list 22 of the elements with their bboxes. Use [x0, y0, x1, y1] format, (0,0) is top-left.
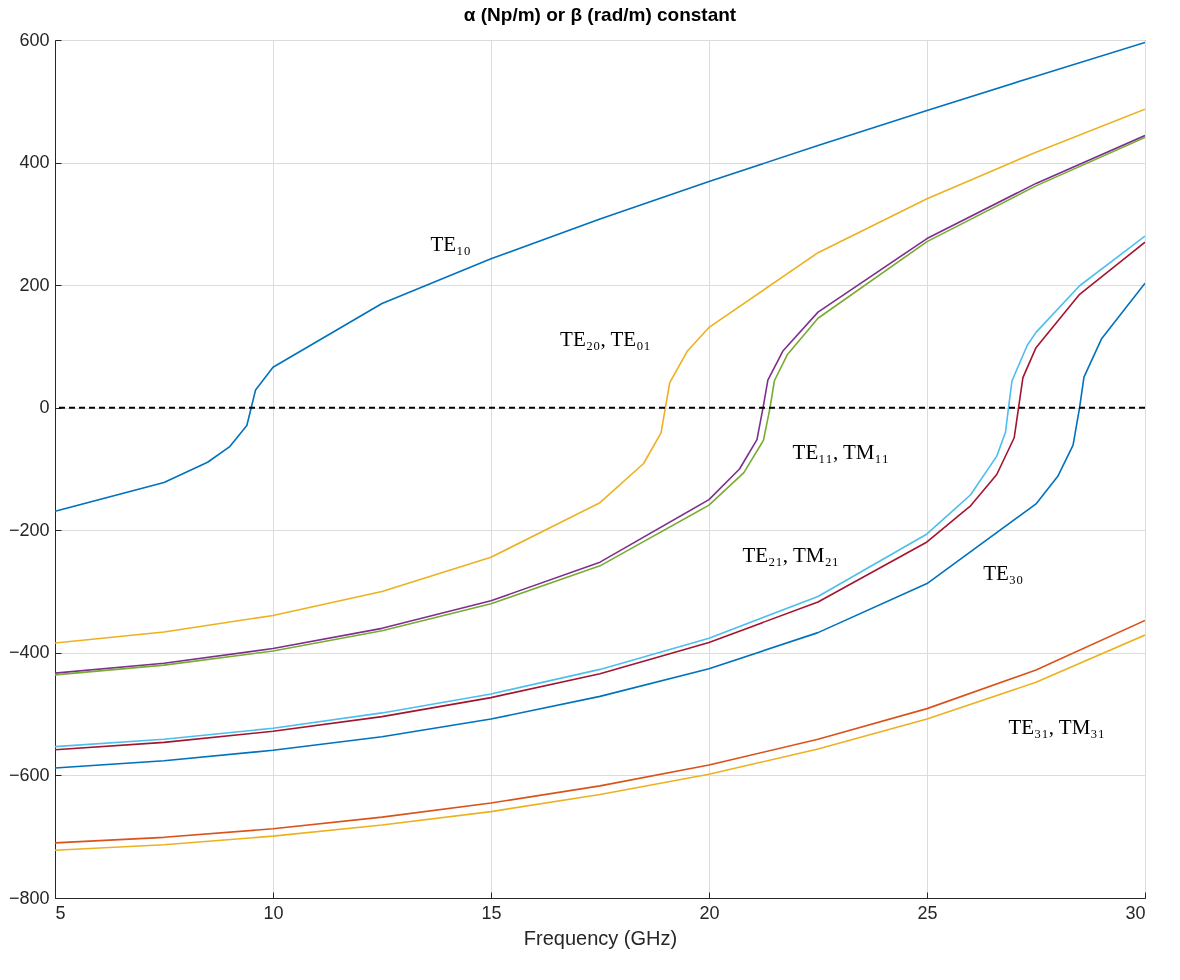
x-tick-label: 30	[1125, 902, 1146, 923]
x-tick-label: 5	[55, 902, 66, 923]
y-tick-label: 200	[19, 274, 50, 295]
x-tick-label: 10	[263, 902, 284, 923]
y-tick-label: −400	[8, 642, 50, 663]
x-tick-label: 25	[917, 902, 938, 923]
annotation: TE₃₀	[983, 560, 1024, 585]
annotation: TE₂₀, TE₀₁	[560, 327, 651, 352]
y-tick-label: 400	[19, 152, 50, 173]
y-tick-label: −800	[8, 887, 50, 908]
y-tick-label: 0	[39, 397, 50, 418]
chart-title: α (Np/m) or β (rad/m) constant	[463, 4, 737, 25]
annotation: TE₂₁, TM₂₁	[742, 542, 840, 567]
x-tick-label: 20	[699, 902, 720, 923]
annotation: TE₃₁, TM₃₁	[1008, 715, 1105, 740]
x-tick-label: 15	[481, 902, 502, 923]
x-axis-title: Frequency (GHz)	[523, 926, 678, 949]
annotation: TE₁₁, TM₁₁	[792, 439, 890, 464]
y-tick-label: −200	[8, 519, 50, 540]
y-tick-label: 600	[19, 29, 50, 50]
annotation: TE₁₀	[430, 232, 471, 257]
y-tick-label: −600	[8, 764, 50, 785]
